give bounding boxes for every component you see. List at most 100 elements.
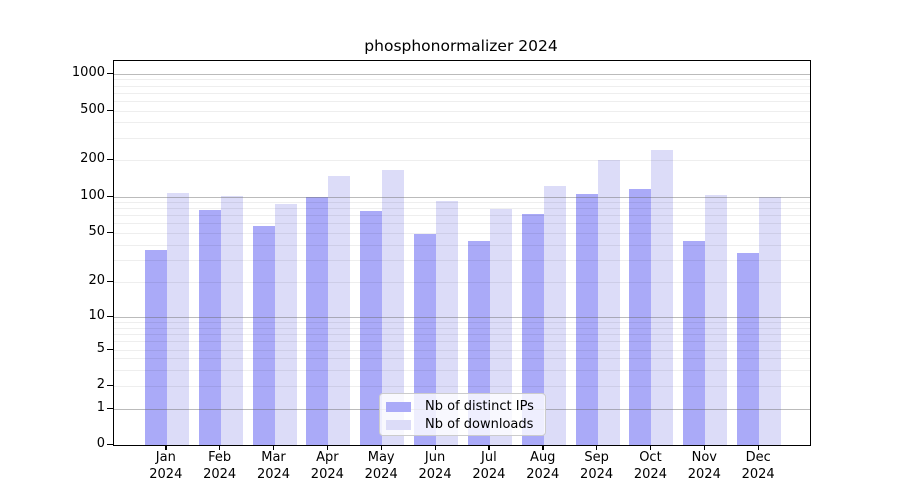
chart-title: phosphonormalizer 2024 <box>364 37 558 55</box>
bar-distinct-ips <box>252 225 275 445</box>
x-tick-month: Sep <box>584 450 609 465</box>
gridline-minor <box>114 92 810 94</box>
x-tick-label: Jun 2024 <box>403 450 467 483</box>
bar-distinct-ips <box>575 193 598 445</box>
bar-downloads <box>489 208 512 445</box>
legend-swatch-distinct-ips-icon <box>386 402 411 412</box>
x-tick-mark <box>703 445 706 450</box>
gridline-minor <box>114 358 810 360</box>
bar-distinct-ips <box>683 240 706 445</box>
x-tick-label: Jan 2024 <box>134 450 198 483</box>
bar-distinct-ips <box>414 233 437 445</box>
legend-swatch-downloads-icon <box>386 420 411 430</box>
gridline-major <box>114 317 810 319</box>
gridline-minor <box>114 385 810 387</box>
gridline-minor <box>114 322 810 324</box>
y-tick-mark <box>107 407 113 410</box>
legend-label-distinct-ips: Nb of distinct IPs <box>425 399 534 414</box>
y-tick-mark <box>107 316 113 318</box>
y-tick-label: 20 <box>88 272 105 288</box>
x-tick-mark <box>273 445 275 450</box>
x-tick-label: Apr 2024 <box>295 450 359 483</box>
x-tick-mark <box>219 445 221 450</box>
gridline-minor <box>114 208 810 210</box>
x-tick-mark <box>434 445 436 450</box>
gridline-minor <box>114 100 810 102</box>
gridline-minor <box>114 244 810 246</box>
bar-downloads <box>274 204 297 445</box>
y-tick-label: 500 <box>80 101 105 117</box>
bar-distinct-ips <box>306 196 329 445</box>
x-tick-year: 2024 <box>472 466 506 482</box>
bar-distinct-ips <box>521 213 544 445</box>
x-tick-label: Aug 2024 <box>511 450 575 483</box>
y-tick-label: 1000 <box>71 64 105 80</box>
x-tick-month: Jan <box>155 450 176 465</box>
x-tick-mark <box>757 445 759 450</box>
bar-downloads <box>328 175 351 445</box>
y-tick-label: 50 <box>88 223 105 239</box>
x-tick-month: Jun <box>424 450 446 465</box>
gridline-minor <box>114 333 810 335</box>
x-tick-mark <box>380 445 382 450</box>
y-tick-label: 200 <box>80 150 105 166</box>
x-tick-year: 2024 <box>149 466 183 482</box>
x-tick-year: 2024 <box>580 466 614 482</box>
gridline-minor <box>114 369 810 371</box>
y-tick-label: 2 <box>96 376 105 392</box>
x-tick-month: Apr <box>316 450 339 465</box>
x-tick-month: Oct <box>639 450 662 465</box>
legend-item-distinct-ips: Nb of distinct IPs <box>380 398 545 416</box>
y-tick-mark <box>107 72 113 75</box>
gridline-minor <box>114 79 810 81</box>
gridline-major <box>114 73 810 75</box>
gridline-minor <box>114 341 810 343</box>
y-tick-label: 1 <box>96 399 105 415</box>
x-tick-year: 2024 <box>310 466 344 482</box>
x-tick-mark <box>596 445 598 450</box>
x-tick-month: Dec <box>745 450 771 465</box>
gridline-major <box>114 196 810 198</box>
bar-downloads <box>597 159 620 445</box>
bar-downloads <box>759 196 782 445</box>
gridline-minor <box>114 259 810 261</box>
x-tick-mark <box>488 445 490 450</box>
legend-item-downloads: Nb of downloads <box>380 416 545 434</box>
x-tick-year: 2024 <box>418 466 452 482</box>
bar-downloads <box>166 192 189 445</box>
x-tick-mark <box>542 445 544 450</box>
x-tick-month: Jul <box>481 450 497 465</box>
gridline-minor <box>114 232 810 234</box>
bar-distinct-ips <box>737 253 760 445</box>
legend-label-downloads: Nb of downloads <box>425 417 534 432</box>
bar-downloads <box>651 150 674 445</box>
gridline-minor <box>114 122 810 124</box>
x-tick-month: May <box>367 450 395 465</box>
y-tick-label: 10 <box>88 308 105 324</box>
y-tick-mark <box>107 231 113 234</box>
gridline-minor <box>114 202 810 204</box>
bar-downloads <box>543 185 566 445</box>
gridline-minor <box>114 327 810 329</box>
y-tick-mark <box>107 280 113 282</box>
bar-downloads <box>436 200 459 445</box>
gridline-minor <box>114 137 810 139</box>
y-tick-mark <box>107 348 113 351</box>
x-tick-label: May 2024 <box>349 450 413 483</box>
x-tick-mark <box>326 445 329 450</box>
x-tick-year: 2024 <box>203 466 237 482</box>
x-tick-label: Mar 2024 <box>242 450 306 483</box>
x-tick-mark <box>649 445 652 450</box>
gridline-minor <box>114 85 810 87</box>
x-tick-year: 2024 <box>633 466 667 482</box>
x-tick-month: Nov <box>691 450 717 465</box>
plot-area: Nb of distinct IPs Nb of downloads <box>113 60 811 446</box>
y-tick-mark <box>107 384 113 386</box>
y-tick-label: 100 <box>80 187 105 203</box>
gridline-minor <box>114 281 810 283</box>
x-tick-mark <box>165 445 167 450</box>
bar-distinct-ips <box>198 210 221 445</box>
bar-distinct-ips <box>629 189 652 445</box>
gridline-minor <box>114 110 810 112</box>
